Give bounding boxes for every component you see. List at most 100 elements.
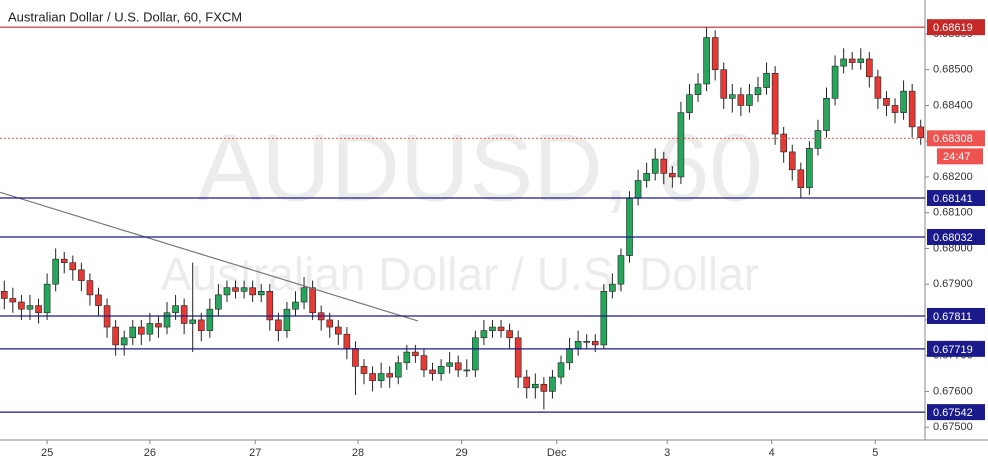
candle-body	[771, 72, 779, 135]
countdown-label: 24:47	[943, 151, 971, 163]
candle-body	[429, 369, 436, 374]
candle-body	[557, 362, 565, 378]
candle-body	[806, 148, 813, 188]
level-label-box	[927, 228, 985, 245]
candle-body	[266, 291, 274, 321]
y-tick-label: 0.68200	[933, 171, 973, 183]
candle-body	[900, 90, 907, 113]
candle-body	[711, 37, 719, 70]
candle-body	[403, 351, 411, 364]
level-label-box	[927, 19, 985, 36]
last-price-box	[927, 130, 985, 147]
candle-body	[386, 373, 393, 378]
candle-body	[26, 305, 34, 310]
candle-body	[215, 294, 222, 310]
candle-body	[0, 291, 8, 299]
y-tick-label: 0.68000	[933, 242, 973, 254]
y-tick-label: 0.68500	[933, 64, 973, 76]
candle-body	[112, 326, 119, 346]
candle-body	[394, 362, 402, 378]
candle-body	[60, 258, 68, 264]
candle-body	[908, 90, 916, 128]
candle-body	[463, 369, 471, 372]
candle-body	[866, 58, 873, 78]
candle-body	[283, 308, 291, 331]
candle-body	[343, 333, 351, 349]
x-tick-label: 26	[144, 447, 156, 459]
candle-body	[489, 326, 496, 331]
candle-body	[574, 341, 582, 349]
candle-body	[95, 294, 102, 306]
candle-body	[514, 337, 522, 378]
candle-body	[292, 301, 299, 310]
candle-body	[480, 330, 488, 339]
y-tick-label: 0.68400	[933, 99, 973, 111]
candle-body	[240, 287, 248, 292]
candle-body	[18, 301, 25, 310]
candle-body	[223, 287, 231, 296]
candle-body	[377, 373, 385, 381]
candle-body	[891, 105, 899, 113]
candle-body	[660, 158, 668, 174]
level-label: 0.67811	[933, 311, 972, 323]
x-tick-label: 4	[769, 447, 775, 459]
candle-body	[300, 287, 308, 303]
candle-body	[249, 287, 256, 296]
candle-body	[609, 283, 616, 292]
y-tick-label: 0.67500	[933, 421, 973, 433]
candle-body	[437, 366, 445, 374]
level-label: 0.67542	[933, 407, 973, 419]
level-label: 0.68032	[933, 232, 973, 244]
candle-body	[617, 255, 625, 285]
candle-body	[523, 376, 531, 389]
candle-body	[9, 298, 17, 303]
candle-body	[746, 94, 753, 106]
candle-body	[814, 130, 822, 149]
candle-body	[326, 319, 334, 328]
candle-body	[634, 180, 642, 199]
candle-body	[206, 308, 214, 331]
candle-body	[840, 58, 847, 67]
candle-body	[626, 198, 633, 256]
candle-body	[360, 366, 368, 374]
x-tick-label: 25	[41, 447, 53, 459]
candle-body	[446, 362, 453, 367]
candle-body	[309, 287, 316, 314]
x-tick-label: 5	[872, 447, 878, 459]
level-label: 0.68141	[933, 193, 973, 205]
candle-body	[86, 280, 94, 296]
level-label: 0.68619	[933, 22, 973, 34]
candle-body	[275, 319, 282, 331]
y-tick-label: 0.67600	[933, 385, 973, 397]
candle-body	[138, 326, 145, 335]
candle-body	[369, 373, 376, 381]
last-price-label: 0.68308	[933, 133, 973, 145]
candle-body	[129, 326, 137, 339]
candle-body	[35, 305, 42, 314]
candle-body	[788, 151, 796, 171]
candle-body	[120, 337, 128, 346]
candle-body	[566, 348, 573, 364]
x-tick-label: Dec	[547, 447, 567, 459]
candle-body	[146, 323, 154, 335]
candle-body	[874, 76, 882, 99]
candle-body	[257, 291, 265, 296]
chart-title: Australian Dollar / U.S. Dollar, 60, FXC…	[8, 9, 242, 24]
countdown-box	[937, 148, 983, 165]
level-label-box	[927, 340, 985, 357]
candle-body	[497, 326, 505, 331]
candle-body	[532, 383, 539, 389]
candle-body	[155, 323, 162, 328]
candle-body	[232, 287, 239, 292]
trendline	[0, 191, 419, 322]
candle-body	[848, 58, 856, 63]
candle-body	[643, 173, 650, 181]
candle-body	[420, 355, 428, 371]
x-tick-label: 27	[249, 447, 261, 459]
candle-body	[69, 262, 77, 271]
y-tick-label: 0.68100	[933, 207, 973, 219]
x-tick-label: 3	[664, 447, 670, 459]
y-tick-label: 0.67900	[933, 278, 973, 290]
